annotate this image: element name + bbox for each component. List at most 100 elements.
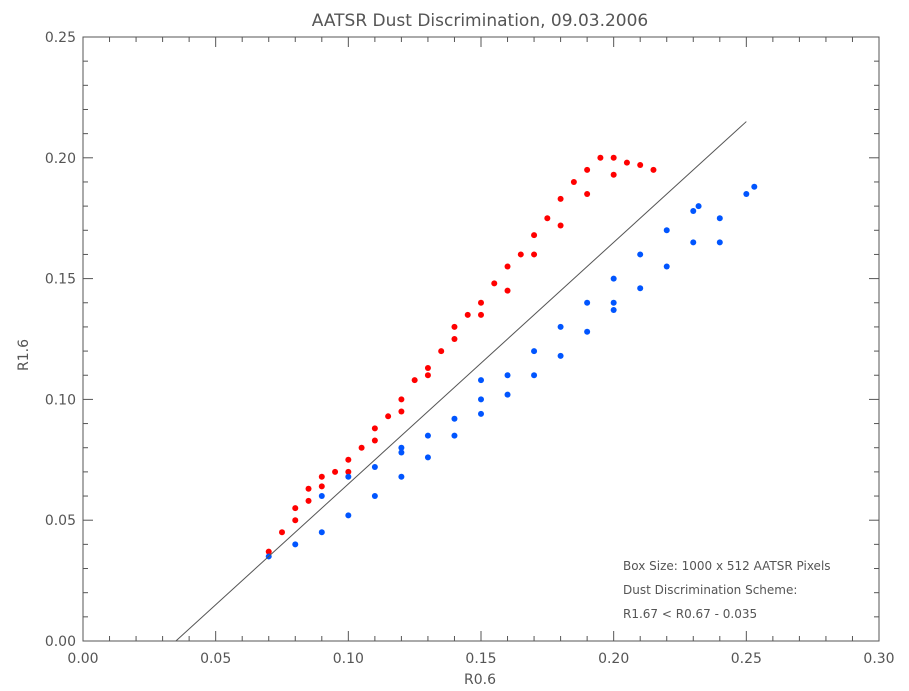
x-axis-label: R0.6: [464, 672, 496, 688]
data-point: [696, 203, 702, 209]
y-tick-label: 0.20: [45, 151, 76, 167]
data-point: [611, 155, 617, 161]
data-point: [624, 160, 630, 166]
x-tick-label: 0.30: [863, 651, 894, 667]
data-point: [478, 396, 484, 402]
data-point: [425, 365, 431, 371]
data-point: [412, 377, 418, 383]
data-point: [558, 222, 564, 228]
data-point: [319, 529, 325, 535]
data-point: [491, 280, 497, 286]
data-point: [292, 517, 298, 523]
data-point: [611, 307, 617, 313]
data-point: [531, 372, 537, 378]
data-point: [319, 474, 325, 480]
data-point: [505, 264, 511, 270]
chart-title: AATSR Dust Discrimination, 09.03.2006: [312, 11, 649, 31]
data-point: [451, 336, 457, 342]
data-point: [664, 227, 670, 233]
data-point: [650, 167, 656, 173]
data-point: [292, 505, 298, 511]
x-tick-label: 0.00: [67, 651, 98, 667]
data-point: [505, 372, 511, 378]
y-tick-label: 0.10: [45, 392, 76, 408]
data-point: [398, 408, 404, 414]
data-point: [306, 498, 312, 504]
data-point: [425, 454, 431, 460]
data-point: [611, 276, 617, 282]
data-point: [611, 172, 617, 178]
data-point: [385, 413, 391, 419]
data-point: [637, 285, 643, 291]
data-point: [505, 392, 511, 398]
data-point: [584, 191, 590, 197]
data-point: [465, 312, 471, 318]
data-point: [372, 493, 378, 499]
data-point: [690, 208, 696, 214]
x-tick-label: 0.05: [200, 651, 231, 667]
data-point: [332, 469, 338, 475]
data-point: [637, 162, 643, 168]
data-point: [306, 486, 312, 492]
data-point: [279, 529, 285, 535]
data-point: [505, 288, 511, 294]
data-point: [319, 483, 325, 489]
data-point: [478, 411, 484, 417]
data-point: [478, 312, 484, 318]
annotation-scheme-title: Dust Discrimination Scheme:: [623, 583, 797, 597]
data-point: [690, 239, 696, 245]
x-tick-label: 0.25: [731, 651, 762, 667]
data-point: [372, 425, 378, 431]
y-tick-label: 0.00: [45, 634, 76, 650]
data-point: [359, 445, 365, 451]
data-point: [518, 251, 524, 257]
data-point: [531, 348, 537, 354]
data-point: [531, 251, 537, 257]
data-point: [584, 329, 590, 335]
data-point: [717, 239, 723, 245]
x-tick-label: 0.15: [465, 651, 496, 667]
data-point: [611, 300, 617, 306]
data-point: [751, 184, 757, 190]
x-tick-label: 0.20: [598, 651, 629, 667]
data-point: [584, 167, 590, 173]
data-point: [584, 300, 590, 306]
data-point: [398, 445, 404, 451]
data-point: [292, 541, 298, 547]
data-point: [558, 196, 564, 202]
y-tick-label: 0.25: [45, 30, 76, 46]
data-point: [717, 215, 723, 221]
data-point: [451, 433, 457, 439]
data-point: [451, 416, 457, 422]
data-point: [478, 300, 484, 306]
data-point: [345, 457, 351, 463]
annotation-scheme-rule: R1.67 < R0.67 - 0.035: [623, 607, 757, 621]
y-tick-label: 0.15: [45, 272, 76, 288]
data-point: [597, 155, 603, 161]
data-point: [664, 264, 670, 270]
data-point: [451, 324, 457, 330]
y-tick-label: 0.05: [45, 513, 76, 529]
data-point: [398, 474, 404, 480]
data-point: [531, 232, 537, 238]
data-point: [743, 191, 749, 197]
data-point: [478, 377, 484, 383]
x-tick-label: 0.10: [333, 651, 364, 667]
data-point: [345, 474, 351, 480]
data-point: [558, 353, 564, 359]
data-point: [558, 324, 564, 330]
y-axis-label: R1.6: [16, 339, 32, 371]
data-point: [372, 464, 378, 470]
data-point: [398, 396, 404, 402]
data-point: [372, 437, 378, 443]
annotation-box-size: Box Size: 1000 x 512 AATSR Pixels: [623, 559, 831, 573]
data-point: [345, 512, 351, 518]
data-point: [319, 493, 325, 499]
data-point: [571, 179, 577, 185]
data-point: [438, 348, 444, 354]
data-point: [637, 251, 643, 257]
data-point: [425, 433, 431, 439]
data-point: [544, 215, 550, 221]
data-point: [425, 372, 431, 378]
